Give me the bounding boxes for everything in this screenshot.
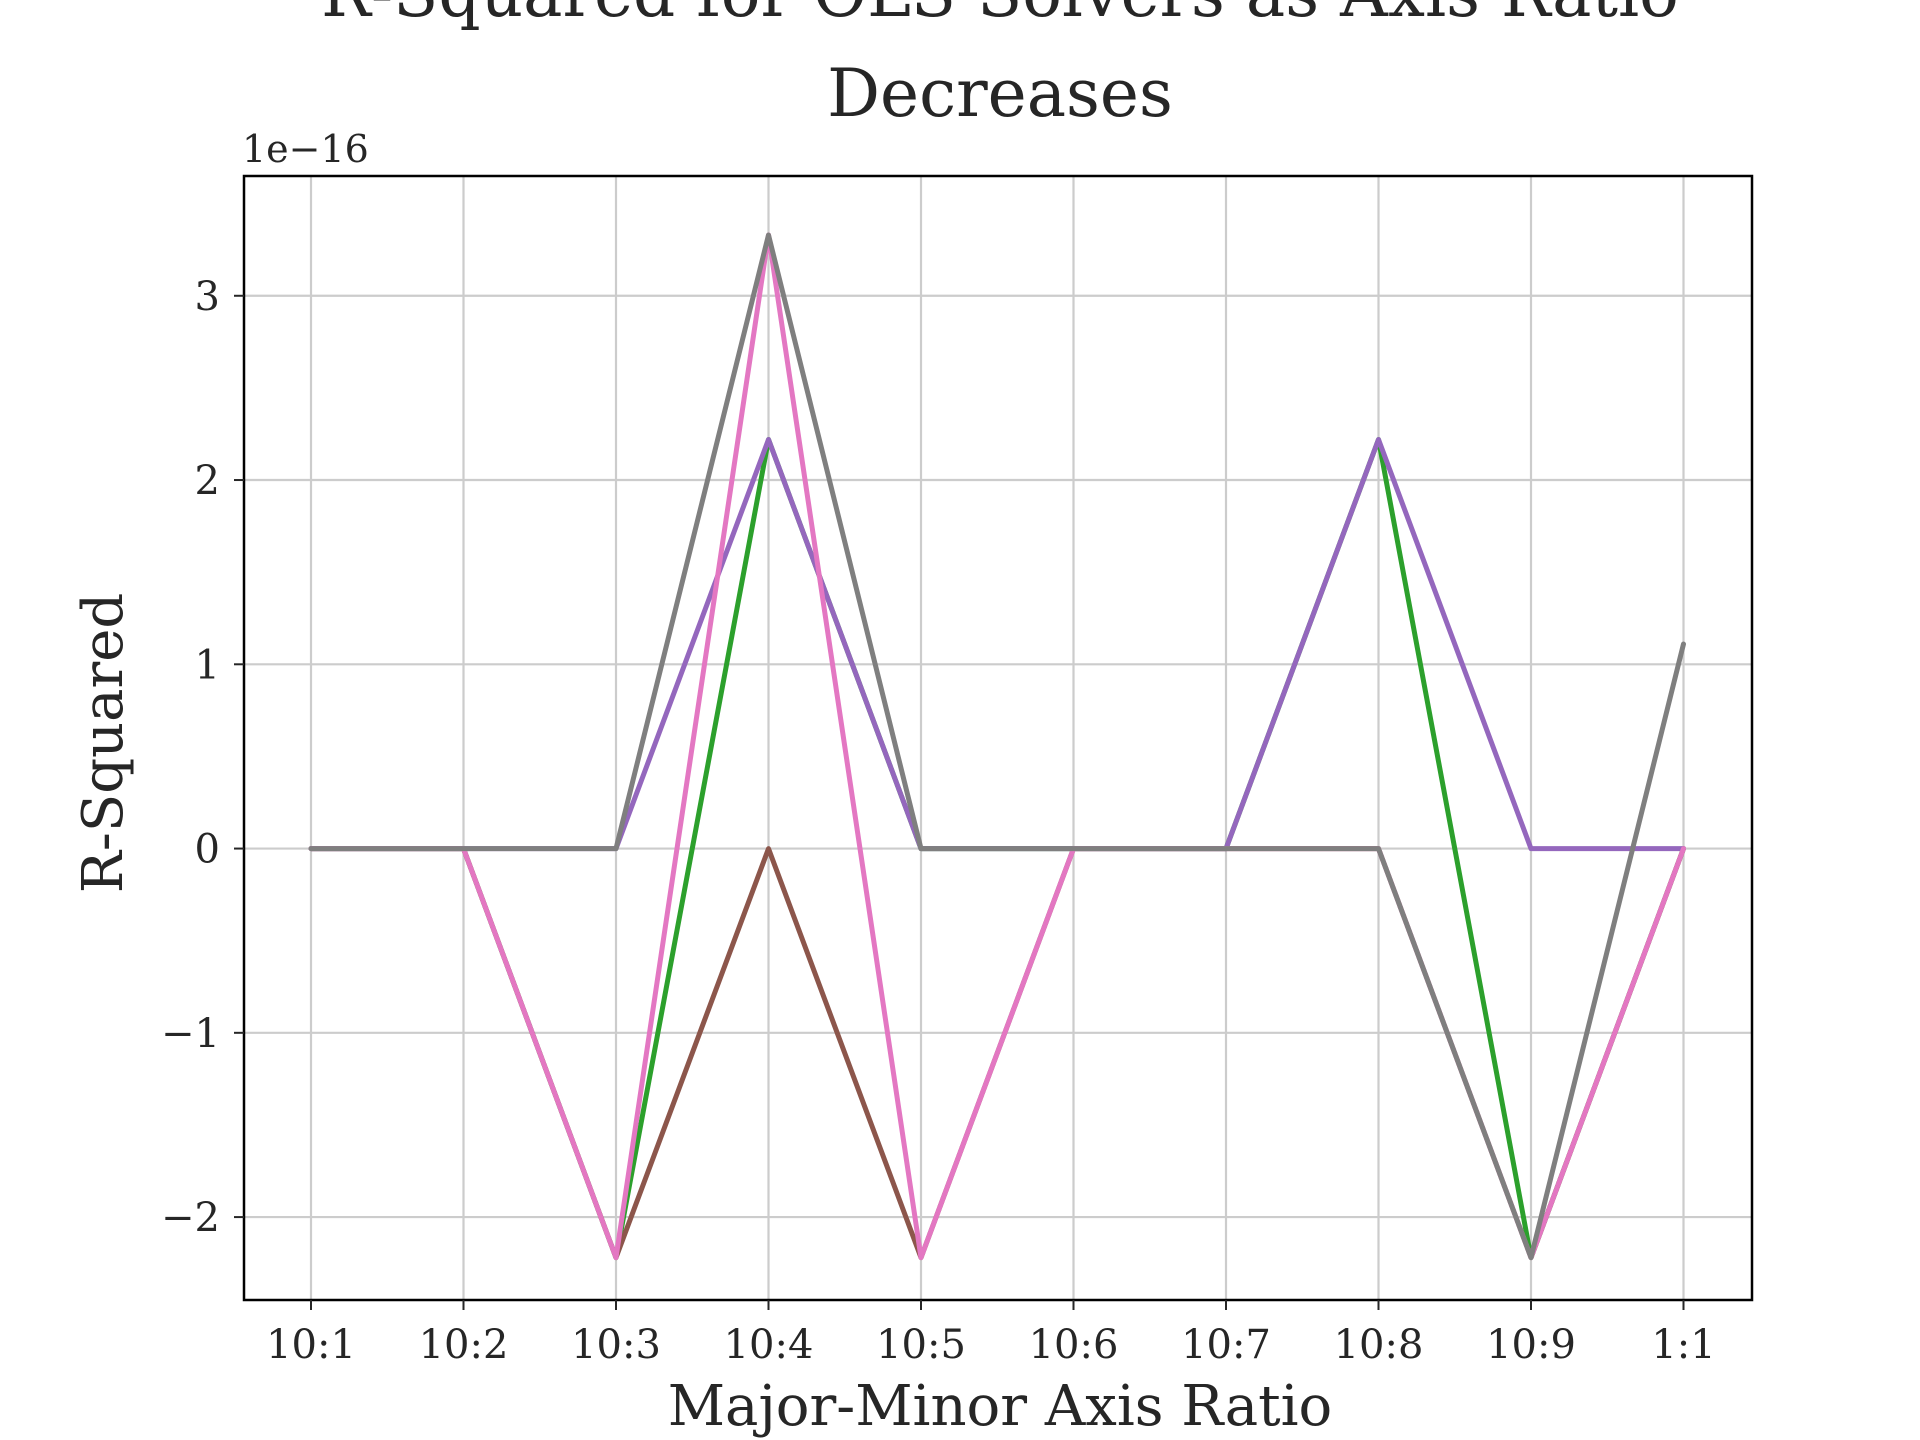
chart-title-line-1: R-Squared for OLS Solvers as Axis Ratio xyxy=(321,0,1679,32)
y-tick-label: −2 xyxy=(161,1195,220,1241)
y-axis-label: R-Squared xyxy=(71,593,136,894)
x-tick-label: 10:2 xyxy=(419,1322,509,1368)
x-tick-label: 10:1 xyxy=(266,1322,356,1368)
y-tick-label: 0 xyxy=(195,827,220,873)
x-tick-label: 10:8 xyxy=(1334,1322,1424,1368)
x-tick-label: 10:5 xyxy=(876,1322,966,1368)
x-tick-label: 10:3 xyxy=(571,1322,661,1368)
x-tick-label: 1:1 xyxy=(1651,1322,1715,1368)
series-group xyxy=(308,232,1686,1261)
y-tick-label: 3 xyxy=(195,274,220,320)
chart-title-line-2: Decreases xyxy=(827,55,1173,132)
series-line-5 xyxy=(308,232,1686,1261)
x-axis-label: Major-Minor Axis Ratio xyxy=(668,1374,1333,1439)
x-tick-label: 10:9 xyxy=(1486,1322,1576,1368)
y-tick-label: 1 xyxy=(195,642,220,688)
ticks: 10:1 10:2 10:3 10:4 10:5 10:6 10:7 10:8 10:9 1:1 −… xyxy=(161,274,1716,1368)
y-tick-label: 2 xyxy=(195,458,220,504)
y-offset-label: 1e−16 xyxy=(242,127,369,171)
plot-frame xyxy=(242,174,1754,1302)
x-tick-label: 10:7 xyxy=(1181,1322,1271,1368)
x-tick-label: 10:4 xyxy=(724,1322,814,1368)
y-tick-label: −1 xyxy=(161,1011,220,1057)
x-tick-label: 10:6 xyxy=(1029,1322,1119,1368)
